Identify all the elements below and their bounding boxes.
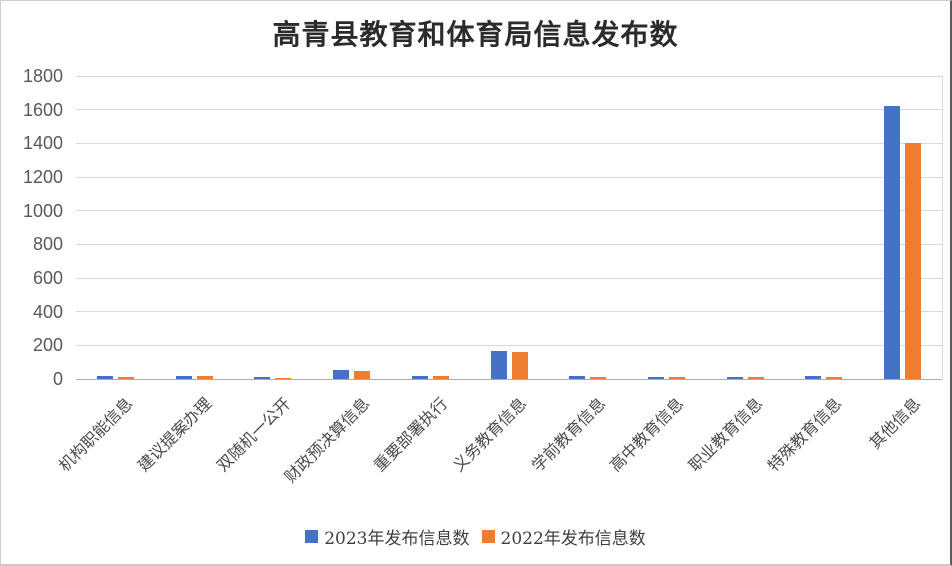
- bar-2023: [884, 106, 901, 379]
- gridline: [76, 344, 942, 346]
- bar-2023: [411, 375, 428, 379]
- x-tick-label: 重要部署执行: [370, 393, 452, 476]
- bar-2022: [590, 376, 607, 379]
- y-tick-label: 0: [52, 369, 63, 389]
- bar-2023: [333, 370, 350, 379]
- bar-2023: [254, 376, 271, 379]
- gridline: [76, 176, 942, 178]
- bar-2022: [826, 376, 843, 379]
- chart-title: 高青县教育和体育局信息发布数: [272, 18, 679, 51]
- x-tick-label: 建议提案办理: [134, 393, 216, 476]
- y-tick-label: 600: [32, 268, 63, 288]
- plot-area: [76, 75, 943, 380]
- gridline: [76, 243, 942, 245]
- bar-2022: [747, 376, 764, 379]
- legend-swatch-icon: [305, 530, 319, 543]
- x-tick-label: 双随机一公开: [212, 393, 295, 476]
- bar-2022: [511, 352, 528, 379]
- y-tick-label: 200: [32, 335, 63, 356]
- legend-item-2022: 2022年发布信息数: [481, 524, 646, 549]
- legend-label: 2023年发布信息数: [324, 529, 470, 549]
- gridline: [76, 142, 942, 144]
- bar-2023: [96, 375, 113, 379]
- bar-2022: [432, 376, 449, 379]
- bar-2023: [490, 351, 507, 379]
- bar-2023: [569, 375, 586, 379]
- x-tick-label: 高中教育信息: [606, 393, 688, 476]
- y-tick-label: 1800: [22, 66, 63, 86]
- y-tick-label: 400: [32, 301, 63, 322]
- bar-2022: [668, 376, 685, 379]
- gridline: [76, 75, 942, 77]
- x-tick-label: 职业教育信息: [685, 393, 767, 476]
- bar-2022: [905, 143, 922, 379]
- legend-label: 2022年发布信息数: [500, 529, 646, 549]
- gridline: [76, 109, 942, 111]
- legend-swatch-icon: [481, 530, 495, 543]
- bar-2022: [117, 377, 134, 379]
- x-tick-label: 特殊教育信息: [763, 393, 846, 476]
- bars-layer: [76, 76, 942, 379]
- legend-item-2023: 2023年发布信息数: [305, 524, 470, 549]
- x-tick-label: 学前教育信息: [527, 393, 609, 476]
- bar-2023: [647, 376, 664, 379]
- bar-2022: [354, 370, 371, 379]
- y-tick-label: 1200: [22, 167, 63, 187]
- bar-2023: [175, 375, 192, 379]
- bar-2023: [726, 376, 743, 379]
- x-tick-label: 义务教育信息: [448, 393, 531, 476]
- gridline: [76, 277, 942, 279]
- x-tick-label: 其他信息: [865, 393, 924, 453]
- legend: 2023年发布信息数 2022年发布信息数: [1, 524, 950, 549]
- gridline: [76, 311, 942, 313]
- bar-2023: [805, 376, 822, 379]
- y-tick-label: 800: [32, 234, 63, 255]
- y-tick-label: 1400: [22, 133, 63, 154]
- bar-2022: [275, 377, 292, 379]
- y-tick-label: 1600: [22, 99, 63, 120]
- x-axis-line: [76, 378, 942, 380]
- bar-2022: [196, 376, 213, 379]
- y-tick-label: 1000: [22, 200, 63, 221]
- x-tick-label: 机构职能信息: [55, 393, 137, 476]
- gridline: [76, 210, 942, 212]
